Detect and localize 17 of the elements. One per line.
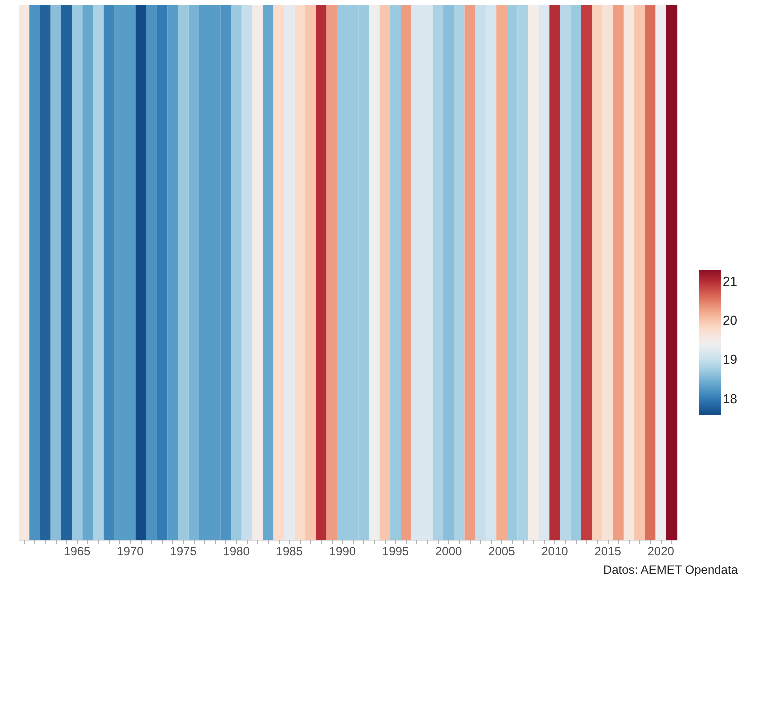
x-tick-label: 1995 <box>382 544 410 558</box>
x-tick-label: 2000 <box>435 544 462 558</box>
x-tick-label: 1965 <box>64 544 92 558</box>
x-tick-label: 2005 <box>488 544 516 558</box>
color-bar-label: 18 <box>723 391 738 406</box>
x-tick-label: 1970 <box>117 544 144 558</box>
x-tick-label: 2020 <box>648 544 675 558</box>
x-tick-label: 2010 <box>542 544 569 558</box>
color-bar-label: 21 <box>723 274 738 289</box>
text: Datos: AEMET Opendata <box>603 563 738 577</box>
x-tick-label: 1975 <box>170 544 198 558</box>
x-tick-label: 1985 <box>276 544 304 558</box>
color-bar-label: 19 <box>723 352 738 368</box>
x-tick-label: 1990 <box>329 544 356 558</box>
x-tick-label: 1980 <box>223 544 250 558</box>
color-bar-label: 20 <box>723 312 738 328</box>
x-tick-label: 2015 <box>594 544 622 558</box>
